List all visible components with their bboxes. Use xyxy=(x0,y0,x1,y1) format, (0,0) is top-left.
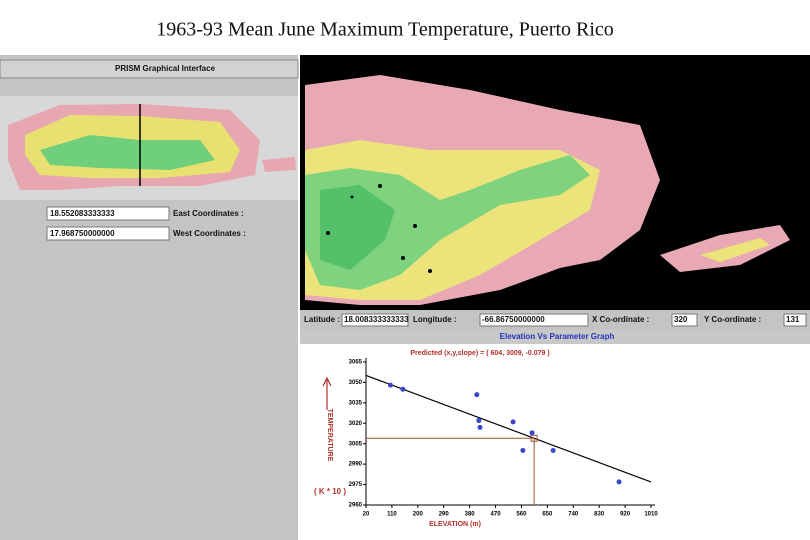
y-tick-label: 3005 xyxy=(349,441,363,447)
y-tick-label: 3020 xyxy=(349,421,363,427)
chart-title: Elevation Vs Parameter Graph xyxy=(500,332,615,341)
data-point xyxy=(477,424,483,430)
data-point xyxy=(550,448,556,454)
y-tick-label: 3035 xyxy=(349,400,363,406)
field-label: Longitude : xyxy=(413,315,457,324)
overview-map xyxy=(8,104,296,190)
chart-titlebar xyxy=(300,330,810,344)
data-point xyxy=(476,418,482,424)
y-tick-label: 2960 xyxy=(349,503,363,509)
text-input xyxy=(671,313,698,327)
input-value: 18.552083333333 xyxy=(50,209,115,218)
field-label: Y Co-ordinate : xyxy=(704,315,761,324)
data-point xyxy=(520,448,526,454)
panel-title: PRISM Graphical Interface xyxy=(115,64,216,73)
panel-titlebar xyxy=(0,59,299,79)
y-tick-label: 3065 xyxy=(349,360,363,366)
input-value: 17.968750000000 xyxy=(50,229,115,238)
data-point xyxy=(474,392,480,398)
input-value: 131 xyxy=(786,315,800,324)
y-tick-label: 3050 xyxy=(349,380,363,386)
input-value: 320 xyxy=(674,315,688,324)
field-label: X Co-ordinate : xyxy=(592,315,649,324)
text-input xyxy=(783,313,807,327)
text-input xyxy=(479,313,589,327)
text-input xyxy=(341,313,409,327)
field-label: East Coordinates : xyxy=(173,209,244,218)
field-label: Latitude : xyxy=(304,315,340,324)
x-tick-label: 650 xyxy=(542,512,553,518)
y-unit-label: ( K * 10 ) xyxy=(314,487,346,496)
input-value: 18.008333333333 xyxy=(344,315,409,324)
x-tick-label: 560 xyxy=(516,512,527,518)
y-arrow xyxy=(322,376,332,410)
field-label: West Coordinates : xyxy=(173,229,246,238)
data-point xyxy=(529,430,535,436)
x-tick-label: 740 xyxy=(568,512,579,518)
main-map xyxy=(305,75,790,305)
data-point xyxy=(387,382,393,388)
page-title: 1963-93 Mean June Maximum Temperature, P… xyxy=(156,19,614,41)
x-tick-label: 1010 xyxy=(644,512,658,518)
y-axis-label: TEMPERATURE xyxy=(326,409,333,462)
chart-subtitle: Predicted (x,y,slope) = ( 604, 3009, -0.… xyxy=(410,350,549,357)
y-tick-label: 2975 xyxy=(349,482,363,488)
x-tick-label: 110 xyxy=(387,512,397,518)
input-value: -66.86750000000 xyxy=(482,315,545,324)
x-tick-label: 470 xyxy=(491,512,502,518)
x-tick-label: 20 xyxy=(363,512,370,518)
text-input xyxy=(46,206,170,221)
chart-area xyxy=(300,344,810,540)
text-input xyxy=(46,226,170,241)
data-point xyxy=(616,479,622,485)
y-tick-label: 2990 xyxy=(349,462,363,468)
regression-line xyxy=(365,374,652,483)
x-axis-label: ELEVATION (m) xyxy=(429,521,481,528)
predicted-point xyxy=(530,434,538,442)
x-tick-label: 830 xyxy=(594,512,605,518)
x-tick-label: 920 xyxy=(620,512,631,518)
data-point xyxy=(510,419,516,425)
x-tick-label: 290 xyxy=(439,512,450,518)
x-tick-label: 200 xyxy=(413,512,424,518)
x-tick-label: 380 xyxy=(465,512,476,518)
data-point xyxy=(400,386,406,392)
